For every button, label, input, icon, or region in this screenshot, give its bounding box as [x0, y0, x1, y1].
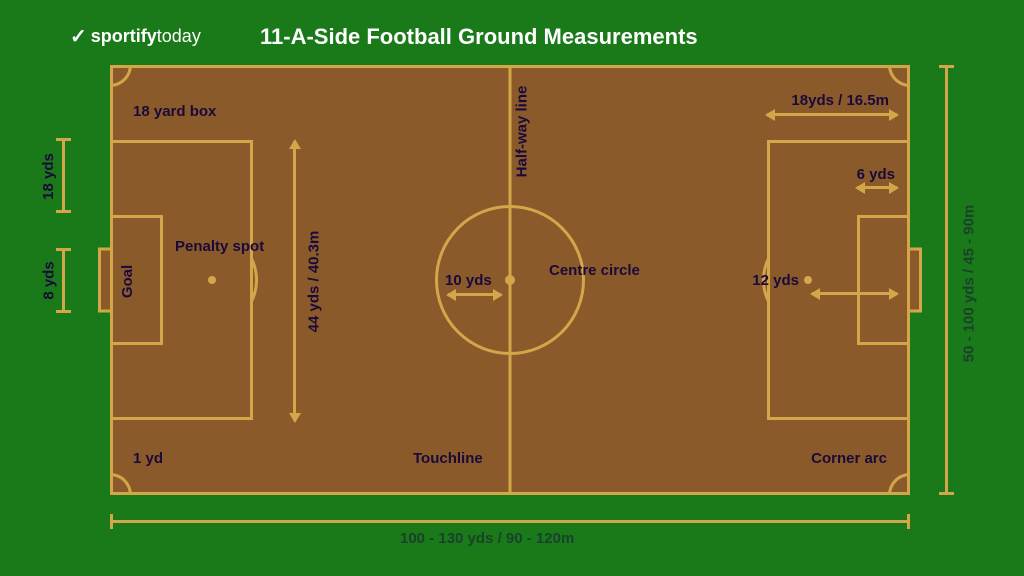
- logo-suffix: today: [157, 26, 201, 46]
- label-penalty-spot: Penalty spot: [175, 238, 264, 256]
- arrow-18yds-depth: [767, 113, 897, 116]
- football-pitch: 18 yard box Penalty spot Goal 1 yd Touch…: [110, 65, 910, 495]
- centre-spot: [505, 275, 515, 285]
- goal-box-right: [857, 215, 907, 345]
- label-1yd: 1 yd: [133, 450, 163, 467]
- label-width: 50 - 100 yds / 45 - 90m: [960, 205, 977, 363]
- corner-arc-bl: [110, 473, 132, 495]
- label-18-yard-box: 18 yard box: [133, 103, 216, 120]
- page-title: 11-A-Side Football Ground Measurements: [260, 24, 698, 50]
- penalty-spot-right: [804, 276, 812, 284]
- dim-length: [110, 520, 910, 523]
- label-12yds: 12 yds: [752, 272, 799, 289]
- check-icon: ✓: [70, 24, 87, 49]
- dim-8yds-left: [62, 248, 65, 313]
- dim-18yds-left: [62, 138, 65, 213]
- label-goal: Goal: [119, 265, 136, 298]
- corner-arc-tl: [110, 65, 132, 87]
- label-6yds: 6 yds: [857, 166, 895, 183]
- corner-arc-br: [888, 473, 910, 495]
- arrow-centre-radius: [448, 293, 501, 296]
- brand-logo: ✓ sportifytoday: [70, 24, 201, 49]
- label-corner-arc: Corner arc: [811, 451, 887, 468]
- label-length: 100 - 130 yds / 90 - 120m: [400, 530, 574, 547]
- label-halfway-line: Half-way line: [513, 86, 530, 178]
- label-18yds-depth: 18yds / 16.5m: [791, 92, 889, 109]
- arrow-12yds: [812, 292, 897, 295]
- logo-brand: sportify: [91, 26, 157, 46]
- goal-right: [910, 248, 922, 313]
- arrow-44yds: [293, 141, 296, 421]
- goal-left: [98, 248, 110, 313]
- corner-arc-tr: [888, 65, 910, 87]
- penalty-spot-left: [208, 276, 216, 284]
- label-10yds: 10 yds: [445, 272, 492, 289]
- label-touchline: Touchline: [413, 450, 483, 467]
- label-8yds-left: 8 yds: [41, 261, 58, 299]
- label-18yds-left: 18 yds: [40, 153, 57, 200]
- arrow-6yds: [857, 186, 897, 189]
- dim-width: [945, 65, 948, 495]
- label-centre-circle: Centre circle: [549, 263, 640, 280]
- label-44yds: 44 yds / 40.3m: [305, 231, 322, 333]
